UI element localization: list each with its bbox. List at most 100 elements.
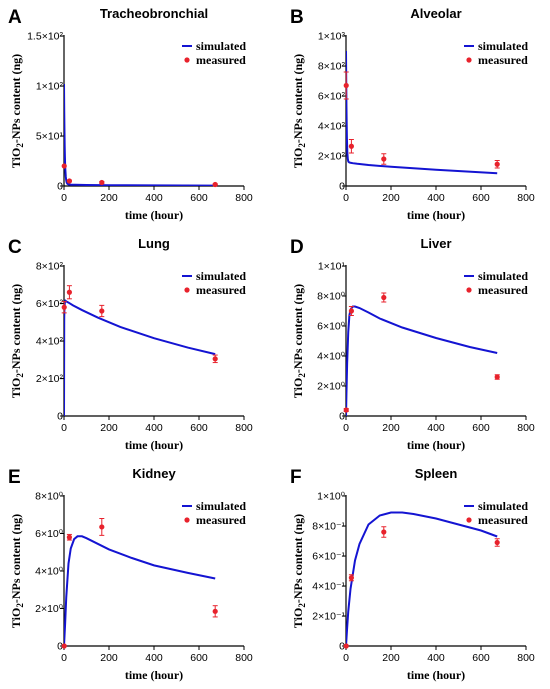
data-point-measured (99, 308, 105, 314)
chart-title: Spleen (415, 466, 458, 481)
panel-letter: E (8, 467, 21, 488)
x-tick-label: 0 (343, 422, 349, 434)
panel-letter: D (290, 237, 304, 258)
panel-b: B Alveolar 0 200 400 600 800 0 2×10² 4×10² 6×10² 8×… (290, 6, 535, 222)
legend-label: simulated (478, 269, 528, 283)
x-axis-label: time (hour) (125, 438, 183, 452)
legend-label: measured (478, 283, 528, 297)
series-line-simulated (346, 50, 498, 175)
y-tick-label: 1×10³ (318, 31, 346, 43)
legend-swatch-point (184, 287, 190, 293)
data-point-measured (66, 178, 72, 184)
legend-swatch-point (184, 517, 190, 523)
y-axis-label: TiO2-NPs content (ng) (9, 284, 25, 398)
x-tick-label: 400 (145, 652, 163, 664)
x-tick-label: 600 (472, 192, 490, 204)
data-point-measured (494, 374, 500, 380)
y-tick-label: 8×10² (36, 261, 64, 273)
x-tick-label: 800 (235, 422, 253, 434)
y-axis-label: TiO2-NPs content (ng) (9, 54, 25, 168)
panel-letter: C (8, 237, 22, 258)
data-point-measured (66, 534, 72, 540)
data-point-measured (212, 608, 218, 614)
data-point-measured (99, 524, 105, 530)
x-axis-label: time (hour) (407, 668, 465, 682)
legend-label: simulated (196, 499, 246, 513)
data-point-measured (381, 156, 387, 162)
x-tick-label: 600 (190, 652, 208, 664)
x-tick-label: 600 (472, 422, 490, 434)
legend-label: measured (196, 283, 246, 297)
x-tick-label: 200 (382, 652, 400, 664)
y-tick-label: 6×10⁰ (317, 321, 346, 333)
x-tick-label: 400 (145, 422, 163, 434)
panel-f: F Spleen 0 200 400 600 800 0 2×10⁻¹ 4×10⁻¹ 6×10⁻¹ 8… (290, 466, 535, 682)
x-tick-label: 400 (427, 192, 445, 204)
x-tick-label: 800 (235, 652, 253, 664)
y-tick-label: 6×10² (36, 298, 64, 310)
x-tick-label: 0 (343, 192, 349, 204)
data-point-measured (494, 539, 500, 546)
y-tick-label: 2×10⁰ (317, 381, 346, 393)
y-tick-label: 1.5×10² (27, 31, 63, 43)
x-tick-label: 0 (61, 422, 67, 434)
series-line-simulated (64, 299, 216, 416)
y-tick-label: 2×10² (318, 151, 346, 163)
x-tick-label: 400 (427, 652, 445, 664)
data-point-measured (343, 407, 349, 413)
legend-label: simulated (196, 39, 246, 53)
x-axis-label: time (hour) (125, 668, 183, 682)
y-axis-label: TiO2-NPs content (ng) (291, 514, 307, 628)
panel-letter: A (8, 7, 22, 28)
legend-swatch-point (184, 57, 190, 63)
x-tick-label: 800 (517, 422, 535, 434)
data-point-measured (343, 82, 349, 89)
data-point-measured (494, 161, 500, 167)
x-tick-label: 400 (145, 192, 163, 204)
x-axis-label: time (hour) (407, 438, 465, 452)
y-tick-label: 4×10² (36, 336, 64, 348)
y-tick-label: 4×10⁰ (317, 351, 346, 363)
y-tick-label: 0 (57, 641, 63, 653)
panel-a: A Tracheobronchial 0 200 400 600 800 0 5×10¹ 1×10… (8, 6, 253, 222)
y-tick-label: 6×10⁻¹ (312, 551, 345, 563)
data-point-measured (99, 179, 105, 186)
y-axis-label: TiO2-NPs content (ng) (9, 514, 25, 628)
data-point-measured (61, 304, 67, 310)
x-tick-label: 600 (190, 192, 208, 204)
legend-label: simulated (478, 499, 528, 513)
y-tick-label: 6×10² (318, 91, 346, 103)
data-point-measured (381, 529, 387, 535)
data-point-measured (343, 643, 349, 649)
x-tick-label: 200 (100, 652, 118, 664)
y-tick-label: 0 (339, 181, 345, 193)
chart-title: Alveolar (410, 6, 461, 21)
y-tick-label: 6×10⁰ (35, 528, 64, 540)
data-point-measured (212, 181, 218, 188)
data-point-measured (381, 294, 387, 301)
x-tick-label: 0 (61, 652, 67, 664)
legend-label: simulated (478, 39, 528, 53)
y-tick-label: 4×10⁰ (35, 566, 64, 578)
data-point-measured (348, 143, 354, 149)
y-tick-label: 2×10² (36, 373, 64, 385)
data-point-measured (61, 643, 67, 649)
x-tick-label: 200 (382, 422, 400, 434)
y-tick-label: 5×10¹ (36, 131, 64, 143)
data-point-measured (212, 356, 218, 362)
legend-label: measured (478, 53, 528, 67)
chart-title: Liver (420, 236, 451, 251)
y-tick-label: 8×10⁻¹ (312, 521, 345, 533)
chart-title: Lung (138, 236, 170, 251)
panel-e: E Kidney 0 200 400 600 800 0 2×10⁰ 4×10⁰ 6×10⁰ 8×10… (8, 466, 253, 682)
y-axis-label: TiO2-NPs content (ng) (291, 284, 307, 398)
y-tick-label: 4×10⁻¹ (312, 581, 345, 593)
y-tick-label: 1×10¹ (318, 261, 346, 273)
y-tick-label: 0 (339, 411, 345, 423)
y-tick-label: 8×10⁰ (35, 491, 64, 503)
x-tick-label: 800 (235, 192, 253, 204)
x-tick-label: 0 (343, 652, 349, 664)
data-point-measured (61, 163, 67, 169)
legend-label: measured (196, 513, 246, 527)
y-tick-label: 8×10² (318, 61, 346, 73)
